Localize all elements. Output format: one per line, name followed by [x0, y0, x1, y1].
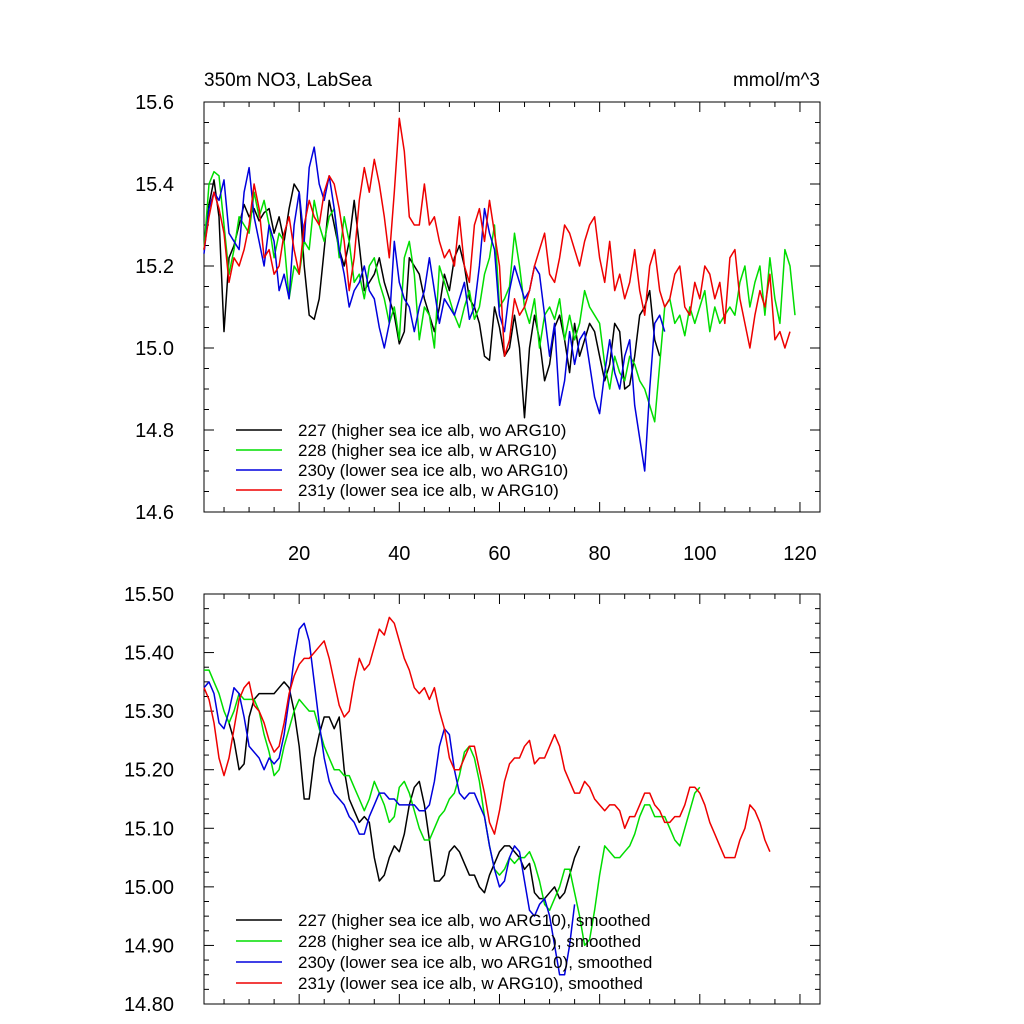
legend-label: 228 (higher sea ice alb, w ARG10), smoot…	[298, 932, 641, 951]
bottom-panel: 14.80 14.90 15.00 15.10 15.20 15.30 15.40 15.50…	[124, 584, 821, 1016]
legend-label: 231y (lower sea ice alb, w ARG10)	[298, 481, 559, 500]
series-line	[203, 146, 666, 472]
top-panel: 350m NO3, LabSea mmol/m^3 14.6 14.8 15.0 15…	[135, 70, 821, 565]
series-line	[204, 669, 701, 947]
y-tick-label: 15.6	[135, 92, 174, 114]
x-tick-label: 80	[589, 543, 611, 565]
series-line	[203, 616, 771, 859]
series-lines	[203, 117, 796, 472]
series-line	[203, 170, 796, 423]
y-tick-label: 15.2	[135, 256, 174, 278]
y-tick-label: 14.90	[124, 935, 174, 957]
chart-title-units: mmol/m^3	[733, 70, 820, 91]
series-line	[228, 681, 581, 900]
y-tick-label: 14.6	[135, 502, 174, 524]
legend-label: 227 (higher sea ice alb, wo ARG10)	[298, 421, 566, 440]
legend: 227 (higher sea ice alb, wo ARG10), smoo…	[236, 911, 652, 993]
y-tick-label: 15.00	[124, 877, 174, 899]
y-tick-label: 15.40	[124, 643, 174, 665]
y-tick-label: 15.30	[124, 701, 174, 723]
y-tick-label: 15.20	[124, 760, 174, 782]
x-tick-label: 20	[288, 543, 310, 565]
y-tick-label: 15.0	[135, 338, 174, 360]
y-tick-label: 15.4	[135, 174, 174, 196]
axis-ticks: 14.80 14.90 15.00 15.10 15.20 15.30 15.40 15.50	[124, 584, 820, 1016]
series-line	[203, 179, 661, 419]
chart-title-left: 350m NO3, LabSea	[204, 70, 372, 91]
series-line	[203, 117, 791, 357]
legend-label: 231y (lower sea ice alb, w ARG10), smoot…	[298, 974, 643, 993]
x-tick-label: 60	[488, 543, 510, 565]
y-tick-label: 15.50	[124, 584, 174, 606]
x-tick-label: 40	[388, 543, 410, 565]
y-tick-label: 14.8	[135, 420, 174, 442]
series-lines	[203, 616, 771, 976]
series-line	[203, 622, 576, 976]
legend-label: 230y (lower sea ice alb, wo ARG10), smoo…	[298, 953, 652, 972]
legend-label: 230y (lower sea ice alb, wo ARG10)	[298, 461, 568, 480]
x-tick-label: 100	[683, 543, 716, 565]
axis-ticks: 14.6 14.8 15.0 15.2 15.4 15.6 20 40 60 80 100 120	[135, 92, 820, 565]
x-tick-label: 120	[783, 543, 816, 565]
y-tick-label: 14.80	[124, 994, 174, 1016]
legend: 227 (higher sea ice alb, wo ARG10)228 (h…	[236, 421, 568, 500]
legend-label: 227 (higher sea ice alb, wo ARG10), smoo…	[298, 911, 650, 930]
y-tick-label: 15.10	[124, 818, 174, 840]
legend-label: 228 (higher sea ice alb, w ARG10)	[298, 441, 557, 460]
